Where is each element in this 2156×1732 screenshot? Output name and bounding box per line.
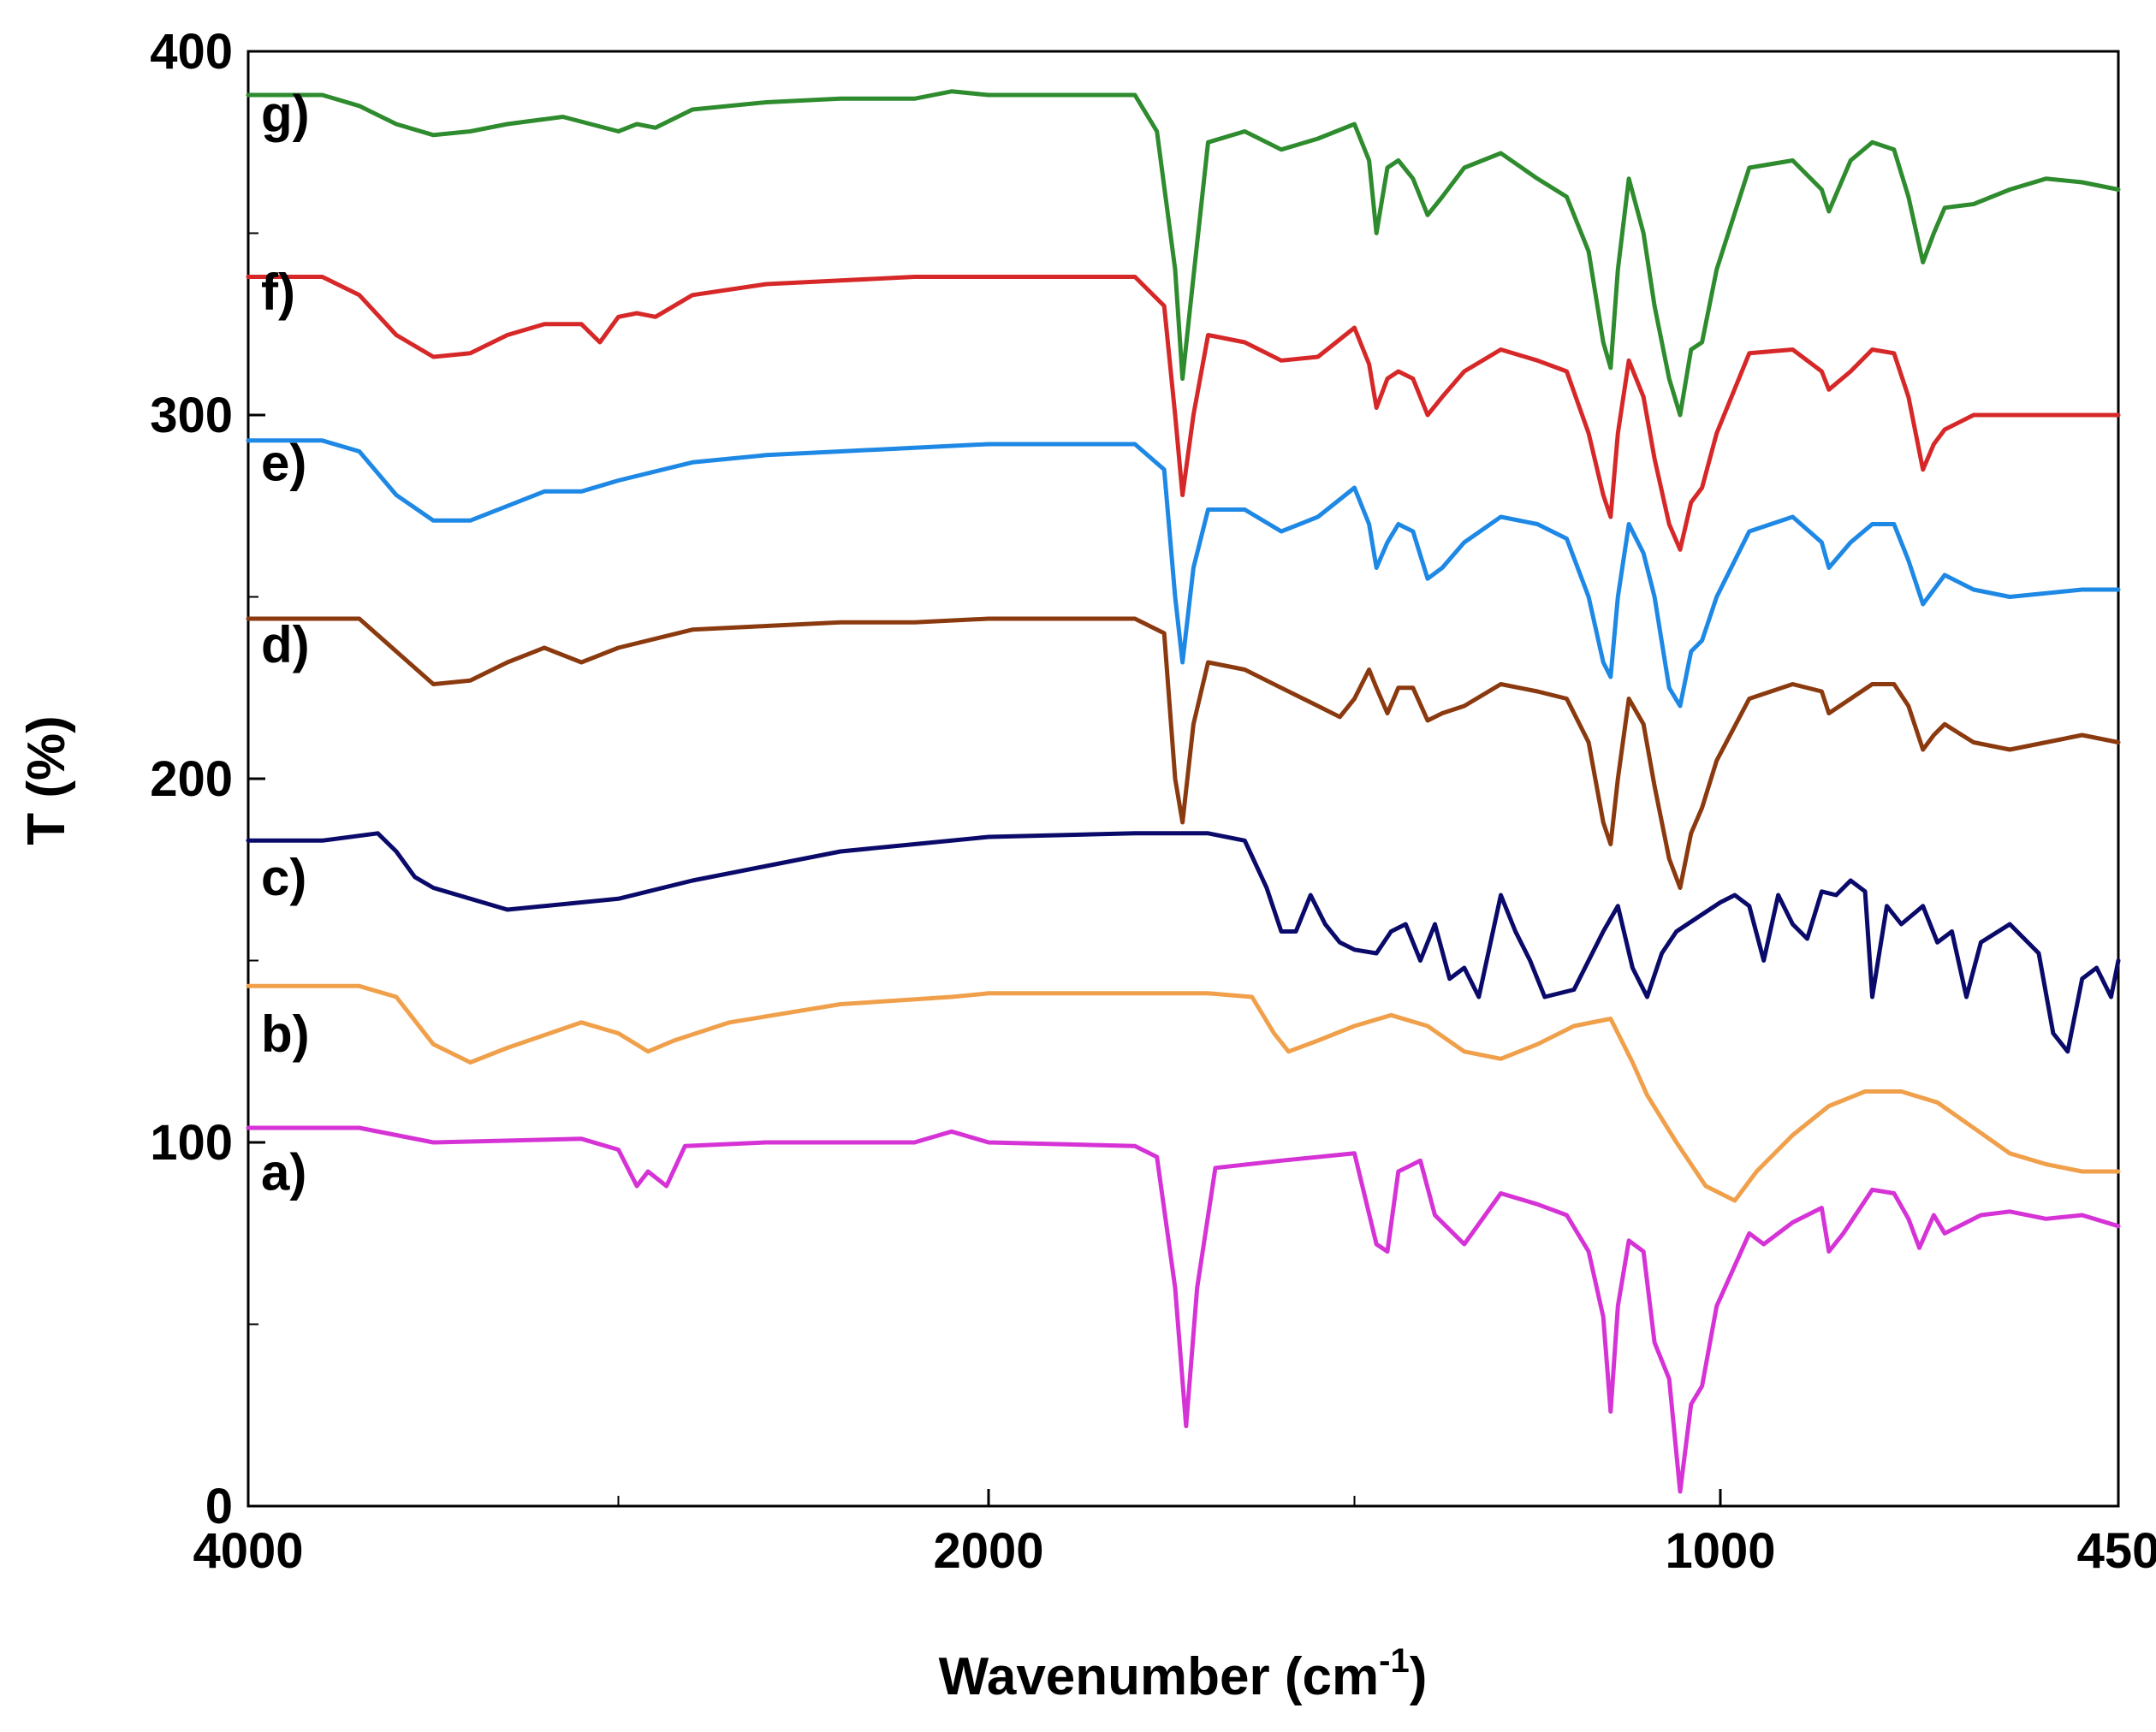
plot-frame	[246, 50, 2120, 1508]
y-tick-label-3: 300	[150, 388, 233, 443]
series-line-g	[246, 89, 2121, 418]
x-tick-label-1: 2000	[933, 1523, 1043, 1579]
series-label-b: b)	[261, 1005, 310, 1063]
x-tick-label-3: 450	[2077, 1523, 2156, 1579]
y-tick-label-2: 200	[150, 751, 233, 807]
series-line-e	[246, 438, 2121, 709]
series-lines	[246, 89, 2121, 1494]
y-tick-label-1: 100	[150, 1115, 233, 1171]
series-label-c: c)	[261, 849, 306, 906]
series-label-d: d)	[261, 616, 310, 673]
series-line-d	[246, 616, 2121, 890]
y-tick-label-4: 400	[150, 24, 233, 80]
x-tick-label-2: 1000	[1665, 1523, 1775, 1579]
x-axis-title-main: Wavenumber (cm	[939, 1647, 1380, 1706]
x-axis-title-superscript: -1	[1379, 1642, 1410, 1680]
series-label-e: e)	[261, 435, 306, 492]
series-label-a: a)	[261, 1143, 306, 1201]
series-line-a	[246, 1125, 2121, 1494]
series-line-b	[246, 983, 2121, 1203]
series-line-f	[246, 275, 2121, 552]
x-axis-title: Wavenumber (cm-1)	[939, 1642, 1428, 1706]
x-axis-title-close: )	[1410, 1647, 1428, 1706]
series-line-c	[246, 831, 2121, 1054]
axis-ticks: 0 100 200 300 400 4000 2000 1000 450	[150, 24, 2156, 1579]
series-label-g: g)	[261, 86, 310, 143]
series-label-f: f)	[261, 264, 295, 321]
x-tick-label-0: 4000	[193, 1523, 303, 1579]
y-tick-label-0: 0	[205, 1479, 233, 1534]
series-labels: a) b) c) d) e) f) g)	[261, 86, 310, 1201]
y-axis-title: T (%)	[17, 715, 76, 845]
